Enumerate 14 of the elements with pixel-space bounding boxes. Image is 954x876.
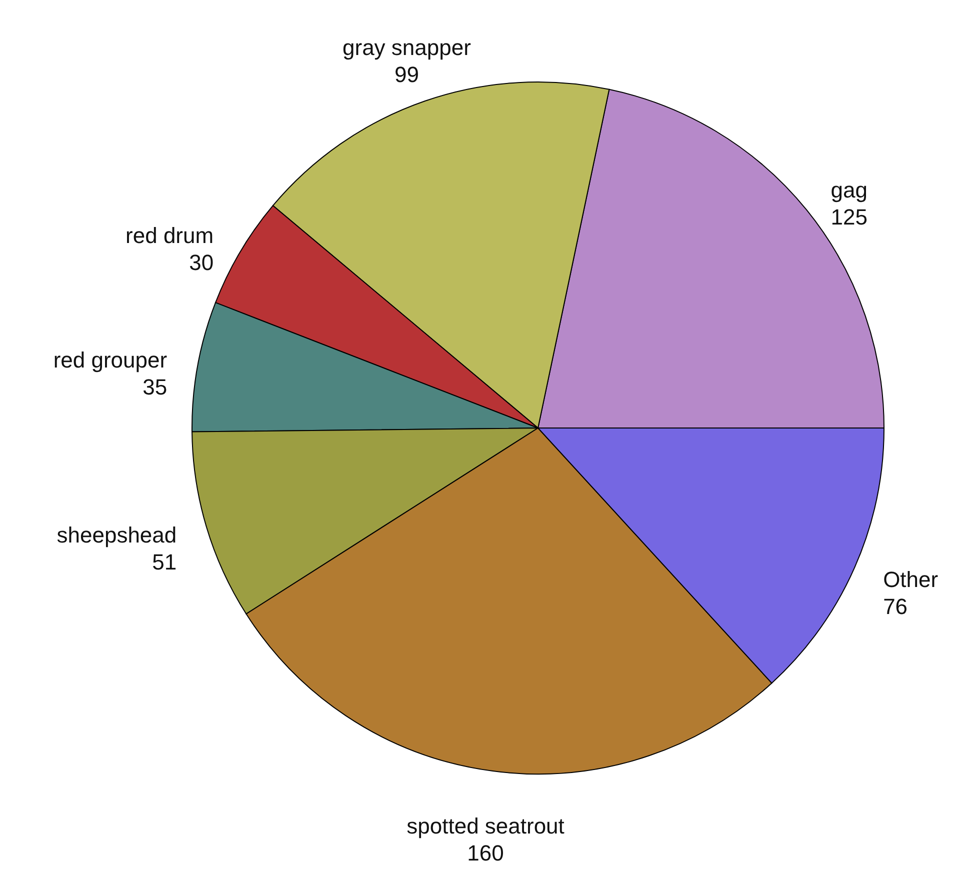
slice-label: gag: [830, 177, 868, 202]
data-label: 125: [830, 204, 868, 230]
slice-label: red grouper: [53, 348, 168, 373]
data-label: 99: [394, 62, 419, 88]
slice-label: spotted seatrout: [406, 814, 564, 839]
slice-label: gray snapper: [342, 35, 471, 60]
data-label: 35: [142, 374, 168, 400]
data-label: 30: [189, 250, 214, 275]
data-label: 160: [467, 840, 504, 866]
data-label: 76: [883, 594, 908, 619]
data-label: 51: [152, 549, 177, 574]
slice-label: red drum: [126, 222, 214, 248]
slice-label: Other: [883, 566, 938, 592]
slice-label: sheepshead: [56, 522, 177, 548]
